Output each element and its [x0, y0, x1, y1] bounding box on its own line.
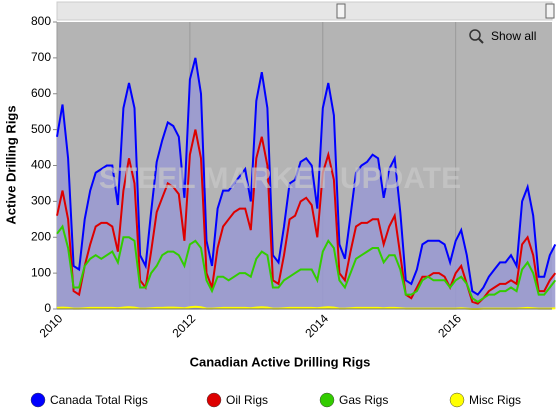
y-axis-title: Active Drilling Rigs: [3, 105, 18, 224]
y-tick-label: 500: [31, 122, 51, 136]
x-tick-label: 2012: [169, 311, 198, 340]
legend-label: Oil Rigs: [226, 393, 268, 407]
legend-label: Canada Total Rigs: [50, 393, 148, 407]
y-tick-label: 400: [31, 158, 51, 172]
legend-marker: [449, 392, 465, 408]
legend-marker: [319, 392, 335, 408]
show-all-button[interactable]: Show all: [469, 29, 536, 44]
x-tick-label: 2010: [37, 311, 66, 340]
x-axis-title: Canadian Active Drilling Rigs: [190, 354, 371, 369]
legend-label: Gas Rigs: [339, 393, 388, 407]
navigator-handle[interactable]: [545, 3, 555, 19]
series-line: [56, 57, 557, 296]
y-tick-label: 300: [31, 194, 51, 208]
button-label[interactable]: Show all: [491, 29, 536, 43]
y-tick-label: 600: [31, 86, 51, 100]
series-area: [57, 57, 556, 310]
navigator[interactable]: [56, 1, 553, 21]
zoom-icon-handle: [478, 38, 484, 44]
watermark: STEEL MARKET UPDATE: [99, 162, 461, 195]
y-tick-label: 200: [31, 229, 51, 243]
legend-marker: [206, 392, 222, 408]
x-tick-label: 2014: [302, 311, 331, 340]
series-line: [56, 224, 557, 303]
x-tick-label: 2016: [435, 311, 464, 340]
legend-marker: [30, 392, 46, 408]
y-tick-label: 800: [31, 14, 51, 28]
y-tick-label: 700: [31, 50, 51, 64]
y-tick-label: 0: [44, 301, 51, 315]
y-tick-label: 100: [31, 265, 51, 279]
legend-label: Misc Rigs: [469, 393, 521, 407]
navigator-handle[interactable]: [336, 3, 346, 19]
zoom-icon: [469, 29, 481, 41]
